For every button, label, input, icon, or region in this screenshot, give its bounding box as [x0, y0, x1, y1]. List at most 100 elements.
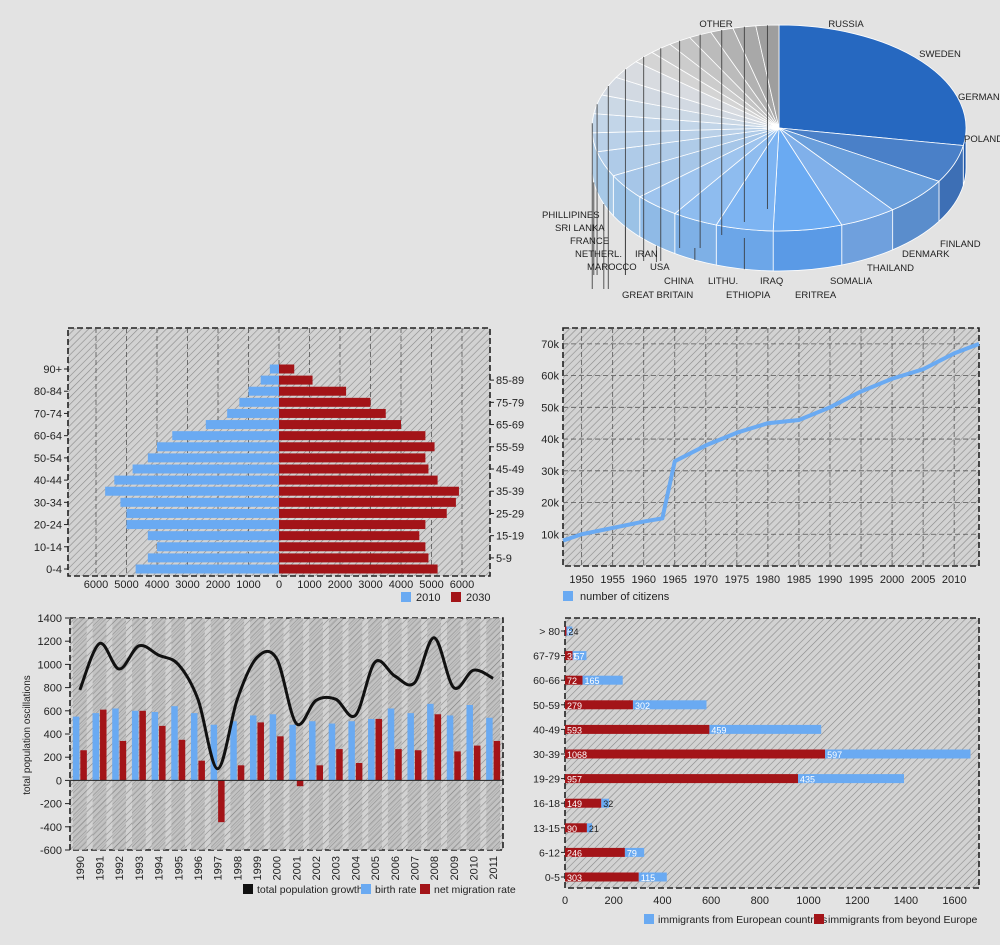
- european-bar: [582, 675, 623, 685]
- pie-label: DENMARK: [902, 249, 950, 260]
- pyramid-age-label: 85-89: [496, 375, 524, 387]
- population-oscillations-chart: 1400120010008006004002000-200-400-600199…: [22, 613, 516, 896]
- oscillations-x-tick-label: 2008: [429, 856, 441, 880]
- pyramid-age-label: 80-84: [34, 386, 62, 398]
- pyramid-bar-2010: [147, 531, 279, 541]
- legend-swatch-2030: [451, 592, 461, 602]
- immigrants-age-label: > 80: [539, 626, 560, 638]
- birth-rate-bar: [230, 721, 237, 781]
- pyramid-age-label: 70-74: [34, 408, 62, 420]
- birth-rate-bar: [249, 715, 257, 781]
- european-bar: [624, 847, 645, 857]
- european-bar: [566, 626, 573, 636]
- pyramid-bar-2030: [279, 420, 401, 430]
- oscillations-column-band: [309, 618, 323, 850]
- pyramid-bar-2010: [147, 453, 279, 463]
- legend-label-european: immigrants from European countries: [658, 914, 827, 926]
- oscillations-x-tick-label: 1998: [232, 856, 244, 880]
- european-value-label: 597: [827, 750, 842, 760]
- net-migration-bar: [277, 736, 284, 781]
- european-bar: [638, 872, 667, 882]
- pyramid-x-tick-label: 0: [276, 579, 282, 591]
- legend-swatch-growth: [243, 884, 253, 894]
- net-migration-bar: [198, 760, 205, 781]
- pyramid-bar-2010: [239, 397, 279, 407]
- oscillations-x-tick-label: 2002: [311, 856, 323, 880]
- pyramid-x-tick-label: 4000: [145, 579, 169, 591]
- pie-label: GREAT BRITAIN: [622, 290, 693, 301]
- pyramid-age-label: 25-29: [496, 508, 524, 520]
- citizens-y-tick-label: 50k: [541, 402, 559, 414]
- immigrants-age-label: 30-39: [533, 749, 560, 761]
- european-bar: [586, 823, 593, 833]
- pie-label: USA: [650, 262, 670, 273]
- pyramid-bar-2010: [132, 464, 279, 474]
- pyramid-bar-2030: [279, 453, 426, 463]
- legend-label-beyond-europe: immigrants from beyond Europe: [828, 914, 978, 926]
- citizens-y-tick-label: 10k: [541, 529, 559, 541]
- oscillations-column-band: [269, 618, 284, 850]
- oscillations-x-tick-label: 2004: [350, 856, 362, 880]
- beyond-europe-value-label: 90: [567, 824, 577, 834]
- pyramid-bar-2030: [279, 531, 420, 541]
- beyond-europe-bar: [565, 847, 625, 857]
- pie-label: IRAN: [635, 249, 658, 260]
- immigrants-age-label: 16-18: [533, 798, 560, 810]
- net-migration-bar: [473, 745, 481, 781]
- oscillations-x-tick-label: 1993: [134, 856, 146, 880]
- beyond-europe-value-label: 279: [567, 701, 582, 711]
- pie-side-poland: [772, 224, 843, 272]
- oscillations-column-band: [368, 618, 382, 850]
- oscillations-x-tick-label: 1992: [114, 856, 126, 880]
- european-value-label: 32: [603, 799, 613, 809]
- european-value-label: 302: [635, 701, 650, 711]
- oscillations-x-tick-label: 2005: [370, 856, 382, 880]
- citizens-y-tick-label: 20k: [541, 498, 559, 510]
- pyramid-bar-2030: [279, 364, 295, 374]
- oscillations-column-band: [348, 618, 363, 850]
- beyond-europe-bar: [565, 651, 573, 661]
- legend-swatch-2010: [401, 592, 411, 602]
- beyond-europe-value-label: 246: [567, 848, 582, 858]
- oscillations-y-tick-label: 1200: [38, 636, 62, 648]
- net-migration-bar: [237, 765, 245, 781]
- citizens-x-tick-label: 1950: [569, 574, 593, 586]
- oscillations-column-band: [387, 618, 402, 850]
- oscillations-column-band: [92, 618, 107, 850]
- citizens-x-tick-label: 2000: [880, 574, 904, 586]
- european-value-label: 435: [800, 775, 815, 785]
- birth-rate-bar: [151, 711, 159, 781]
- pyramid-bar-2030: [279, 464, 429, 474]
- oscillations-x-tick-label: 2010: [468, 856, 480, 880]
- oscillations-y-tick-label: -400: [40, 822, 62, 834]
- net-migration-bar: [100, 709, 107, 781]
- legend-label-growth: total population growth: [257, 884, 363, 896]
- oscillations-column-band: [132, 618, 146, 850]
- european-value-label: 57: [575, 652, 585, 662]
- pie-label: SWEDEN: [919, 49, 961, 60]
- total-population-growth-line: [78, 636, 494, 771]
- european-value-label: 79: [627, 848, 637, 858]
- european-bar: [709, 724, 822, 734]
- pyramid-bar-2030: [279, 397, 371, 407]
- beyond-europe-bar: [565, 626, 567, 636]
- oscillations-x-tick-label: 1994: [154, 856, 166, 880]
- oscillations-column-band: [112, 618, 127, 850]
- oscillations-column-band: [446, 618, 461, 850]
- pyramid-bar-2010: [126, 508, 279, 518]
- oscillations-column-band: [151, 618, 166, 850]
- oscillations-y-tick-label: -200: [40, 799, 62, 811]
- pyramid-age-label: 10-14: [34, 542, 62, 554]
- beyond-europe-bar: [565, 872, 639, 882]
- immigrants-x-tick-label: 200: [605, 895, 623, 907]
- citizens-x-tick-label: 2005: [911, 574, 935, 586]
- pyramid-age-label: 50-54: [34, 453, 62, 465]
- beyond-europe-bar: [565, 700, 633, 710]
- citizens-x-tick-label: 1985: [787, 574, 811, 586]
- oscillations-x-tick-label: 2001: [291, 856, 303, 880]
- oscillations-x-tick-label: 1991: [95, 856, 107, 880]
- oscillations-y-tick-label: 1000: [38, 659, 62, 671]
- birth-rate-bar: [427, 703, 434, 781]
- pyramid-bar-2030: [279, 564, 438, 574]
- immigrants-x-tick-label: 0: [562, 895, 568, 907]
